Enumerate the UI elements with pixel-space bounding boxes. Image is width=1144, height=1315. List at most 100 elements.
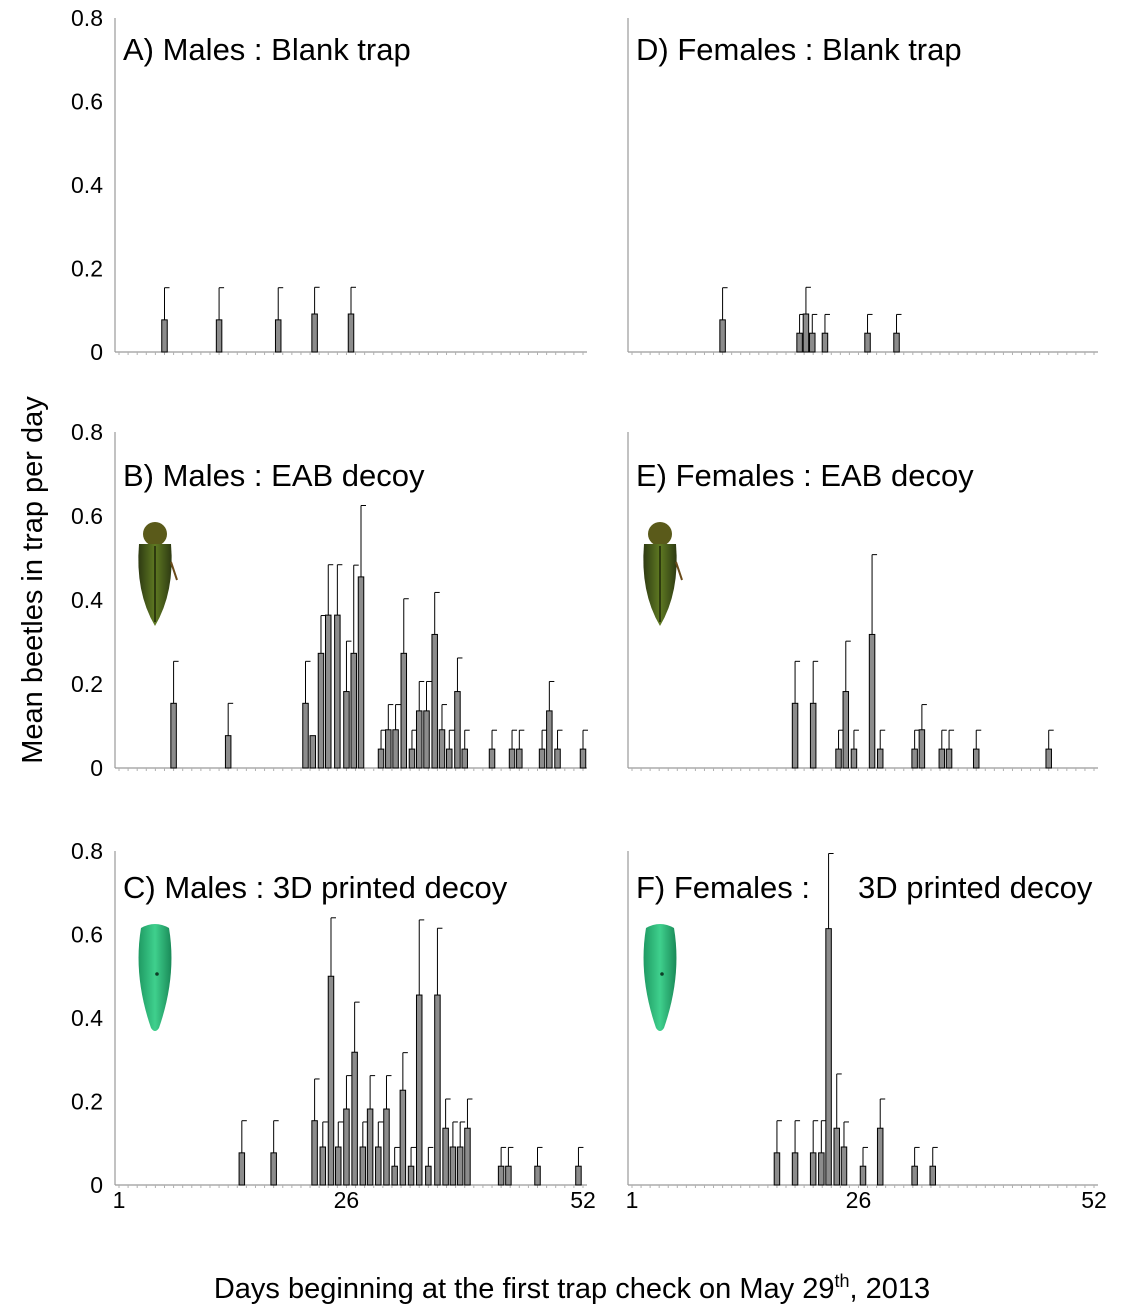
data-bar (400, 652, 408, 769)
data-bar (311, 1120, 318, 1186)
y-tick-label: 0.2 (71, 671, 103, 697)
data-bar (302, 702, 309, 769)
panel-f: 1 26 52 F) Females : 3D printed decoy (626, 851, 1107, 1213)
x-tick-label: 1 (626, 1187, 639, 1213)
data-bar (454, 691, 461, 769)
beetle-photo-icon (643, 522, 683, 626)
beetle-head-icon (648, 522, 672, 546)
data-bar (929, 1165, 937, 1186)
y-tick-label: 0 (90, 339, 103, 365)
data-bar (438, 729, 446, 769)
data-bar (347, 313, 355, 353)
data-bar (579, 748, 587, 769)
data-bar (343, 691, 350, 769)
printed-decoy-icon (138, 924, 172, 1031)
data-bar (319, 1146, 327, 1186)
data-bar (377, 748, 385, 769)
data-bar (488, 748, 496, 769)
x-tick-label: 1 (113, 1187, 126, 1213)
data-bar (833, 1127, 840, 1186)
data-bar (893, 332, 900, 353)
data-bar (335, 1146, 342, 1186)
data-bar (423, 710, 430, 769)
data-bar (446, 748, 453, 769)
data-bar (719, 319, 726, 353)
panel-b: 0 0.2 0.4 0.6 0.8 B) Males : EAB decoy (71, 419, 588, 781)
data-bar (327, 975, 335, 1186)
y-tick-label: 0 (90, 1172, 103, 1198)
data-bar (215, 319, 223, 353)
data-bar (809, 702, 817, 769)
data-bar (546, 710, 553, 769)
data-bar (497, 1165, 505, 1186)
data-bar (224, 735, 232, 769)
y-tick-label: 0.4 (71, 172, 103, 198)
x-axis-label: Days beginning at the first trap check o… (214, 1271, 930, 1305)
panel-a: 0 0.2 0.4 0.6 0.8 A) Males : Blank trap (71, 5, 587, 365)
data-bar (911, 1165, 918, 1186)
data-bar (425, 1165, 432, 1186)
data-bar (508, 748, 516, 769)
data-bar (357, 576, 365, 769)
printed-decoy-body-icon (138, 924, 172, 1031)
x-tick-label: 52 (1081, 1187, 1107, 1213)
printed-decoy-spot-icon (155, 972, 159, 976)
data-bar (408, 748, 416, 769)
data-bar (343, 1108, 350, 1186)
data-bar (505, 1165, 512, 1186)
data-bar (317, 652, 325, 769)
panel-c: 0 0.2 0.4 0.6 0.8 1 26 52 C) Males : 3D printed … (71, 838, 596, 1213)
printed-decoy-icon (643, 924, 677, 1031)
data-bar (538, 748, 546, 769)
data-bar (575, 1165, 582, 1186)
data-bar (415, 710, 423, 769)
data-bar (791, 1152, 799, 1186)
y-tick-label: 0.4 (71, 1005, 103, 1031)
data-bar (868, 633, 876, 769)
beetle-head-icon (143, 522, 167, 546)
data-bar (773, 1152, 781, 1186)
data-bar (864, 332, 871, 353)
data-bar (415, 994, 423, 1186)
x-tick-label: 52 (570, 1187, 596, 1213)
y-axis-label: Mean beetles in trap per day (17, 396, 49, 764)
data-bar (238, 1152, 246, 1186)
data-bar (325, 614, 332, 769)
data-bar (456, 1146, 464, 1186)
data-bar (350, 652, 357, 769)
data-bar (351, 1051, 358, 1186)
data-bar (270, 1152, 277, 1186)
data-bar (972, 748, 980, 769)
data-bar (431, 633, 438, 769)
x-tick-label: 26 (334, 1187, 360, 1213)
data-bar (850, 748, 858, 769)
data-bar (1045, 748, 1052, 769)
data-bar (835, 748, 842, 769)
printed-decoy-spot-icon (660, 972, 664, 976)
y-tick-label: 0.6 (71, 503, 103, 529)
data-bar (359, 1146, 367, 1186)
data-bar (309, 735, 317, 769)
data-bar (391, 1165, 398, 1186)
data-bar (375, 1146, 382, 1186)
data-bar (842, 691, 850, 769)
y-tick-label: 0.2 (71, 1089, 103, 1115)
x-axis-label-main: Days beginning at the first trap check o… (214, 1273, 835, 1305)
data-bar (796, 332, 803, 353)
data-bar (876, 748, 884, 769)
data-bar (918, 729, 926, 769)
data-bar (802, 313, 810, 353)
data-bar (516, 748, 523, 769)
data-bar (334, 614, 341, 769)
y-tick-label: 0.2 (71, 256, 103, 282)
data-bar (399, 1089, 407, 1186)
data-bar (938, 748, 946, 769)
data-bar (170, 702, 177, 769)
beetle-leg-icon (170, 561, 178, 581)
data-bar (464, 1127, 471, 1186)
data-bar (442, 1127, 449, 1186)
data-bar (434, 994, 441, 1186)
data-bar (449, 1146, 457, 1186)
panel-d: D) Females : Blank trap (627, 18, 1098, 355)
